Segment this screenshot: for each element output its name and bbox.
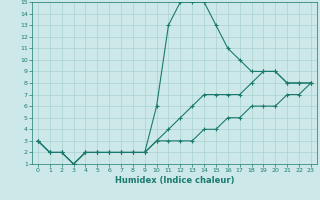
X-axis label: Humidex (Indice chaleur): Humidex (Indice chaleur) [115,176,234,185]
